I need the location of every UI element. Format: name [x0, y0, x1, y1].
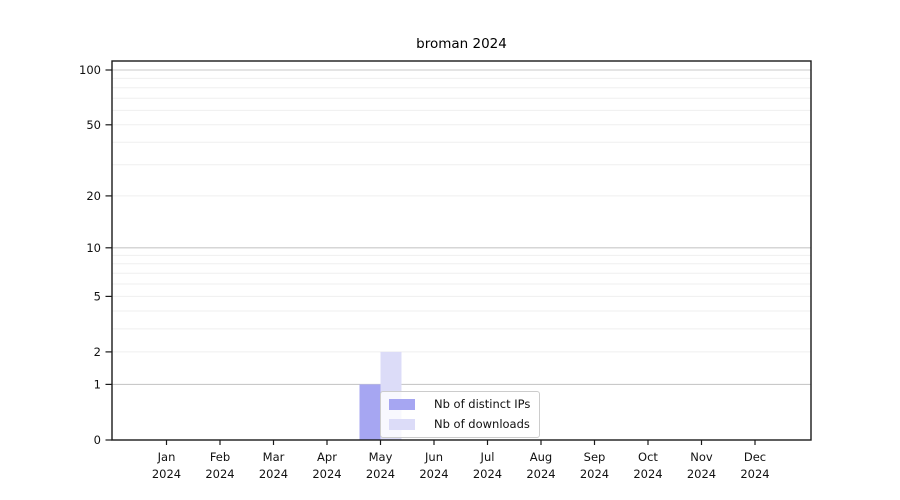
x-tick-label: May 2024: [366, 450, 395, 481]
x-tick-label: Jul 2024: [473, 450, 502, 481]
x-tick-label: Aug 2024: [526, 450, 555, 481]
legend-item-downloads: Nb of downloads: [389, 418, 530, 431]
y-tick-label: 100: [79, 63, 101, 77]
x-tick-label: Jun 2024: [419, 450, 448, 481]
x-tick-label: Mar 2024: [259, 450, 288, 481]
y-tick-label: 10: [86, 241, 101, 255]
y-tick-label: 5: [94, 289, 101, 303]
legend-swatch-distinct-ips-icon: [389, 399, 415, 410]
bar-0: [359, 384, 381, 440]
legend-item-distinct-ips: Nb of distinct IPs: [389, 398, 530, 411]
x-tick-label: Sep 2024: [580, 450, 609, 481]
x-tick-label: Nov 2024: [687, 450, 716, 481]
chart-title: broman 2024: [416, 36, 507, 52]
y-tick-label: 0: [94, 433, 101, 447]
y-tick-label: 1: [94, 377, 101, 391]
legend: Nb of distinct IPs Nb of downloads: [380, 391, 541, 438]
y-tick-label: 2: [94, 345, 101, 359]
legend-label-downloads: Nb of downloads: [434, 417, 530, 431]
legend-label-distinct-ips: Nb of distinct IPs: [434, 397, 531, 411]
x-tick-label: Apr 2024: [312, 450, 341, 481]
y-tick-label: 20: [86, 189, 101, 203]
plot-border: [111, 60, 812, 441]
y-tick-label: 50: [86, 118, 101, 132]
x-tick-label: Dec 2024: [740, 450, 769, 481]
x-tick-label: Jan 2024: [152, 450, 181, 481]
legend-swatch-downloads-icon: [389, 419, 415, 430]
x-tick-label: Oct 2024: [633, 450, 662, 481]
x-tick-label: Feb 2024: [205, 450, 234, 481]
